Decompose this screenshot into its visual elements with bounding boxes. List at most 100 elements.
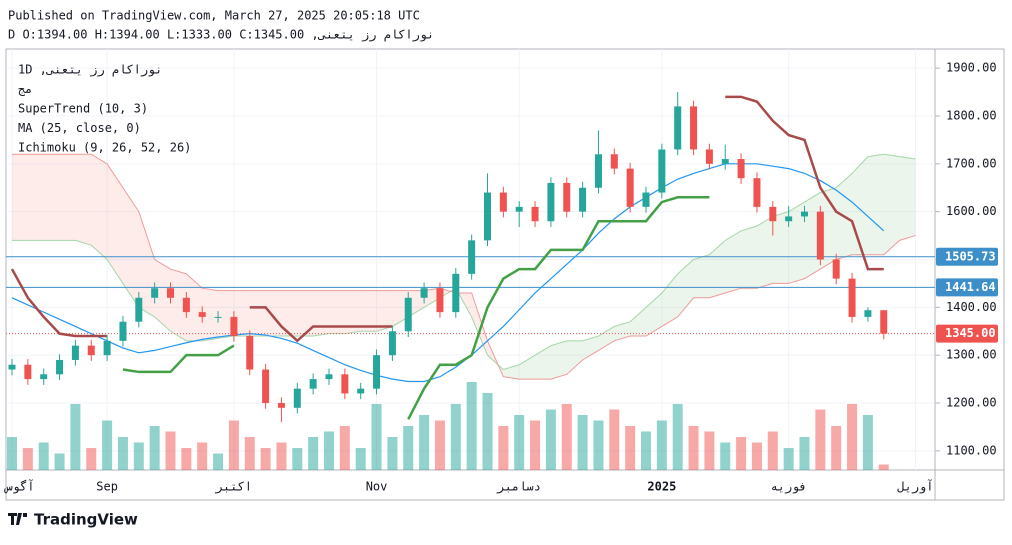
volume-bar bbox=[815, 409, 826, 470]
volume-bar bbox=[609, 409, 620, 470]
candle-body bbox=[135, 297, 143, 322]
volume-bar bbox=[149, 426, 160, 470]
candle-body bbox=[579, 187, 587, 212]
candle-body bbox=[404, 297, 412, 332]
cloud bbox=[550, 340, 567, 380]
cloud bbox=[376, 290, 393, 332]
candle-body bbox=[293, 388, 301, 408]
cloud bbox=[107, 163, 123, 284]
cloud bbox=[820, 187, 837, 270]
cloud bbox=[297, 290, 314, 337]
brand: TradingView bbox=[34, 511, 138, 529]
candle-body bbox=[277, 403, 285, 408]
volume-bar bbox=[38, 442, 49, 470]
volume-bar bbox=[656, 420, 667, 470]
volume-bar bbox=[86, 448, 97, 470]
candle-body bbox=[880, 310, 888, 334]
volume-bar bbox=[292, 448, 303, 470]
candle-body bbox=[151, 288, 159, 298]
volume-bar bbox=[403, 426, 414, 470]
supertrend-line bbox=[407, 196, 710, 420]
volume-bar bbox=[324, 431, 334, 470]
cloud bbox=[598, 326, 615, 351]
cloud bbox=[12, 154, 28, 241]
cloud bbox=[867, 154, 884, 255]
x-tick-label: Sep bbox=[96, 480, 118, 494]
candle-body bbox=[642, 192, 650, 207]
volume-bar bbox=[371, 404, 382, 470]
volume-bar bbox=[704, 431, 715, 470]
legend-entry: Ichimoku (9, 26, 52, 26) bbox=[18, 141, 191, 155]
x-tick-label: آوریل bbox=[897, 479, 933, 495]
span-a bbox=[12, 153, 916, 371]
cloud bbox=[471, 292, 488, 356]
candle-body bbox=[87, 345, 95, 356]
candle-body bbox=[309, 379, 317, 389]
candle-body bbox=[246, 336, 254, 370]
candle-body bbox=[785, 216, 793, 222]
volume-bar bbox=[197, 442, 208, 470]
cloud bbox=[218, 290, 234, 339]
x-tick-label: اکتبر bbox=[215, 480, 252, 495]
volume-bar bbox=[434, 420, 445, 470]
y-tick-label: 1600.00 bbox=[946, 204, 997, 218]
candle-body bbox=[832, 259, 840, 279]
chart-frame bbox=[5, 48, 1005, 501]
legend-entry: مج bbox=[18, 82, 32, 96]
cloud bbox=[772, 211, 789, 284]
legend-entry: MA (25, close, 0) bbox=[18, 121, 141, 135]
supertrend-line bbox=[10, 268, 108, 338]
candle-body bbox=[24, 364, 32, 380]
logo: TradingView bbox=[8, 511, 138, 529]
candle-body bbox=[801, 211, 808, 217]
cloud bbox=[756, 216, 773, 289]
x-tick-label: آگوس bbox=[4, 479, 35, 495]
candle-body bbox=[373, 355, 381, 389]
cloud bbox=[329, 290, 345, 334]
candle-body bbox=[594, 154, 602, 188]
y-tick-label: 1900.00 bbox=[946, 61, 997, 75]
volume-bar bbox=[308, 437, 319, 470]
supertrend-line bbox=[122, 344, 235, 374]
span-b bbox=[12, 153, 916, 380]
candle-body bbox=[341, 374, 349, 394]
cloud bbox=[392, 290, 409, 327]
candle-body bbox=[690, 106, 698, 150]
candle-body bbox=[864, 310, 872, 317]
volume-bar bbox=[213, 453, 224, 470]
cloud bbox=[265, 290, 282, 337]
volume-bar bbox=[751, 442, 762, 470]
volume-bar bbox=[244, 437, 255, 470]
volume-bar bbox=[783, 448, 794, 470]
volume-bar bbox=[54, 453, 65, 470]
volume-bar bbox=[561, 404, 572, 470]
volume-bar bbox=[831, 426, 842, 470]
candle-body bbox=[8, 364, 16, 370]
volume-bar bbox=[7, 437, 17, 470]
volume-bar bbox=[260, 448, 271, 470]
cloud bbox=[614, 321, 631, 341]
volume-bar bbox=[847, 404, 858, 470]
cloud bbox=[186, 273, 203, 341]
volume-bar bbox=[482, 393, 493, 470]
cloud bbox=[344, 290, 361, 334]
volume-bar bbox=[862, 415, 873, 470]
volume-bar bbox=[419, 415, 430, 470]
candle-body bbox=[214, 316, 222, 318]
volume-bar bbox=[466, 382, 477, 470]
cloud bbox=[233, 290, 250, 337]
volume-bar bbox=[117, 437, 128, 470]
volume-bar bbox=[498, 426, 509, 470]
price-label: 1345.00 bbox=[945, 326, 996, 340]
y-tick-label: 1300.00 bbox=[946, 348, 997, 362]
cloud bbox=[883, 154, 900, 255]
cloud bbox=[535, 345, 551, 380]
cloud bbox=[122, 187, 139, 308]
volume-bar bbox=[672, 404, 683, 470]
cloud bbox=[360, 290, 377, 332]
candle-body bbox=[71, 345, 79, 360]
price-label-bg bbox=[936, 247, 998, 266]
price-label-bg bbox=[936, 278, 998, 297]
candle-body bbox=[674, 106, 682, 150]
candle-body bbox=[547, 182, 555, 222]
